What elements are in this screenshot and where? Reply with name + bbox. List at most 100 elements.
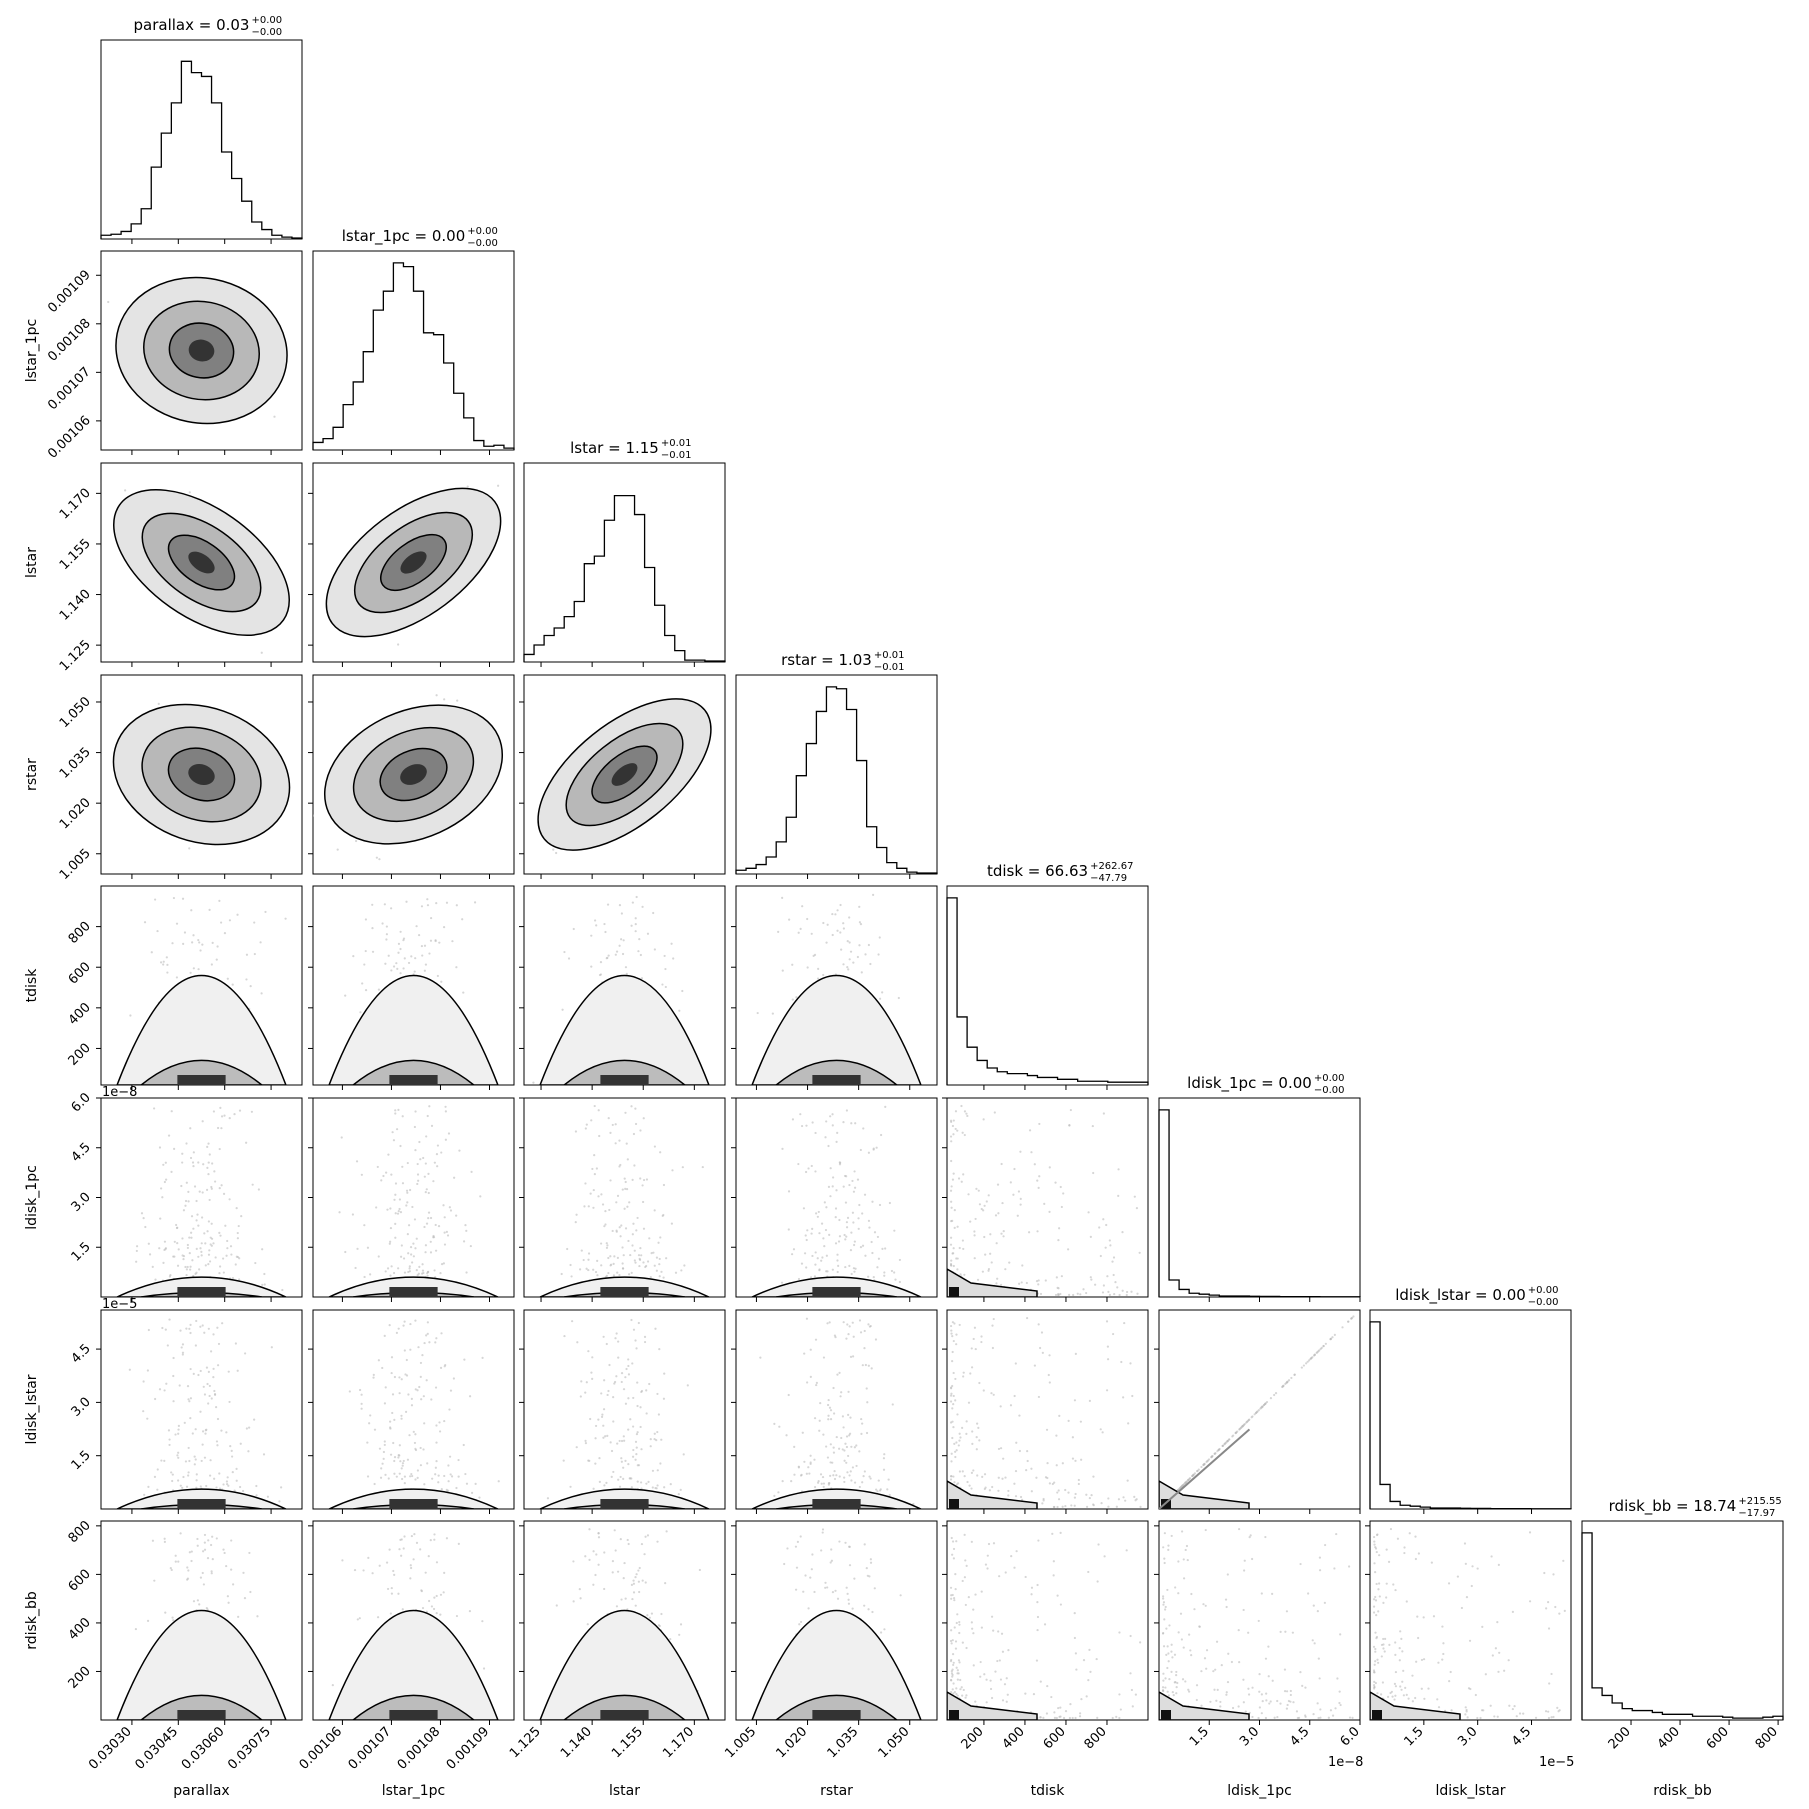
sample-point (231, 1455, 234, 1458)
sample-point (1068, 1293, 1071, 1296)
sample-point (435, 1337, 438, 1340)
sample-point (635, 1433, 639, 1436)
sample-point (184, 1199, 188, 1203)
sample-point (188, 1459, 191, 1463)
sample-point (200, 1242, 203, 1245)
sample-point (797, 1162, 800, 1166)
sample-point (425, 1135, 428, 1138)
sample-point (398, 1444, 401, 1447)
sample-point (595, 1167, 598, 1170)
sample-point (406, 1201, 409, 1204)
sample-point (397, 1456, 400, 1459)
sample-point (617, 1340, 620, 1343)
sample-point (410, 1472, 413, 1476)
sample-point (417, 1346, 420, 1349)
sample-point (457, 1475, 460, 1478)
sample-point (599, 973, 603, 976)
sample-point (640, 1389, 644, 1393)
sample-point (167, 1429, 171, 1432)
density-contour (328, 974, 499, 1085)
sample-point (420, 905, 424, 908)
sample-point (163, 1389, 166, 1392)
sample-point (626, 1205, 629, 1208)
sample-point (220, 1127, 223, 1130)
sample-point (621, 1188, 624, 1191)
sample-point (218, 1231, 221, 1234)
sample-point (853, 1240, 856, 1243)
sample-point (215, 1440, 219, 1443)
density-contour (188, 551, 215, 574)
sample-point (661, 1214, 664, 1218)
sample-point (1109, 1244, 1112, 1247)
sample-point (398, 1376, 401, 1379)
sample-point (839, 903, 842, 907)
sample-point (413, 1125, 416, 1129)
y-tick-label: 0.00107 (45, 365, 94, 414)
sample-point (146, 1369, 149, 1372)
sample-point (597, 1418, 600, 1421)
sample-point (620, 1439, 624, 1443)
sample-point (413, 970, 416, 973)
sample-point (611, 1229, 614, 1233)
sample-point (163, 1459, 166, 1462)
sample-point (1028, 1129, 1032, 1132)
sample-point (178, 1384, 181, 1387)
sample-point (385, 925, 388, 928)
y-tick-label: 200 (66, 1041, 94, 1069)
sample-point (241, 1489, 245, 1493)
sample-point (622, 1388, 626, 1391)
sample-point (379, 1476, 383, 1479)
sample-point (385, 933, 389, 936)
sample-point (1089, 1235, 1092, 1238)
sample-point (255, 1484, 258, 1488)
sample-point (423, 1483, 426, 1486)
sample-point (797, 931, 800, 934)
sample-point (587, 1252, 591, 1255)
sample-point (135, 1245, 139, 1248)
sample-point (627, 1428, 630, 1431)
sample-point (402, 1459, 405, 1463)
sample-point (204, 1432, 207, 1435)
sample-point (831, 1113, 834, 1116)
sample-point (427, 1211, 431, 1214)
sample-point (609, 1179, 612, 1182)
sample-point (1108, 1293, 1111, 1297)
sample-point (607, 1271, 610, 1275)
sample-point (389, 1226, 393, 1230)
sample-point (790, 1253, 794, 1256)
sample-point (815, 1212, 818, 1215)
sample-point (641, 1184, 644, 1187)
sample-point (394, 1112, 397, 1115)
sample-point (171, 942, 174, 945)
sample-point (1117, 1194, 1120, 1197)
sample-point (627, 1273, 631, 1276)
sample-point (624, 1111, 627, 1114)
y-tick-label: 1.125 (57, 637, 94, 674)
sample-point (598, 1480, 601, 1483)
sample-point (601, 1203, 605, 1206)
sample-point (624, 966, 628, 969)
sample-point (1106, 1275, 1109, 1278)
sample-point (352, 955, 355, 958)
sample-point (828, 1233, 831, 1236)
sample-point (212, 1376, 215, 1379)
sample-point (189, 1323, 192, 1326)
sample-point (791, 1118, 795, 1121)
sample-point (439, 1272, 442, 1275)
sample-point (253, 952, 256, 956)
sample-point (168, 1443, 171, 1447)
histogram-lstar_1pc (312, 262, 515, 450)
sample-point (253, 921, 256, 924)
sample-point (391, 1393, 395, 1396)
sample-point (671, 1169, 674, 1172)
title-tdisk: tdisk = 66.63 (987, 862, 1088, 880)
sample-point (177, 1479, 180, 1482)
sample-point (981, 1270, 984, 1273)
sample-point (200, 1254, 203, 1257)
y-tick-label: 1.5 (69, 1448, 94, 1473)
sample-point (604, 1435, 607, 1438)
sample-point (827, 1185, 831, 1188)
sample-point (394, 1193, 397, 1196)
sample-point (449, 1209, 453, 1212)
sample-point (638, 938, 641, 941)
